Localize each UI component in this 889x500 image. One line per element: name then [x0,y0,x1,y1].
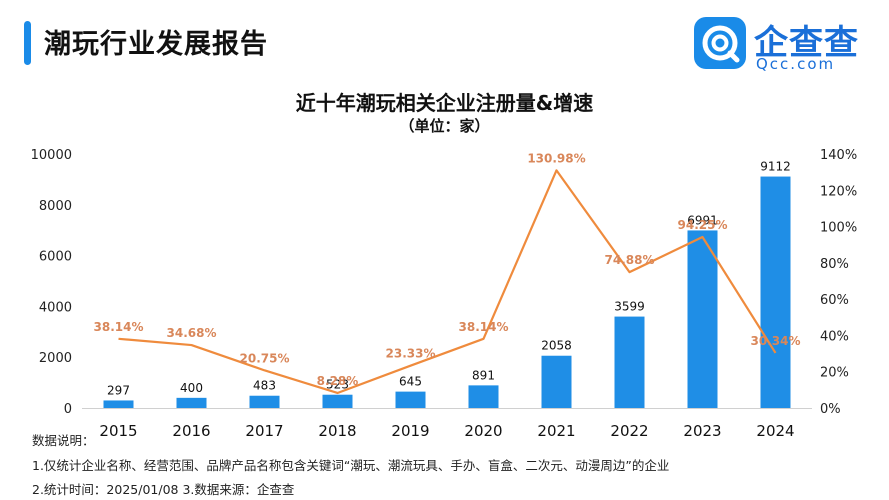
bar-2017 [249,395,280,408]
left-axis-tick-label: 8000 [39,199,72,214]
right-axis-tick-label: 40% [820,329,849,344]
growth-rate-label: 20.75% [240,351,290,365]
left-axis-tick-label: 4000 [39,300,72,315]
bar-value-label: 2058 [541,339,572,353]
x-tick-label: 2021 [537,422,575,440]
bar-2022 [614,316,645,408]
growth-rate-label: 30.34% [751,334,801,348]
bar-2020 [468,385,499,408]
qcc-logo-icon [694,17,746,69]
right-axis-tick-label: 20% [820,366,849,381]
qcc-logo: 企查查 Qcc.com [694,17,864,73]
bar-value-label: 297 [107,383,130,397]
chart-subtitle: （单位：家） [399,117,490,135]
bar-2021 [541,355,572,408]
report-title: 潮玩行业发展报告 [44,29,268,60]
notes-line-2: 2.统计时间：2025/01/08 3.数据来源：企查查 [32,482,295,497]
growth-rate-label: 74.88% [605,253,655,267]
bar-2016 [176,397,207,408]
bar-value-label: 6991 [687,213,718,227]
right-axis-tick-label: 120% [820,184,857,199]
bar-2019 [395,391,426,408]
growth-rate-label: 38.14% [459,320,509,334]
right-axis-tick-label: 140% [820,148,857,163]
right-axis-tick-label: 60% [820,293,849,308]
right-axis-tick-label: 80% [820,257,849,272]
growth-rate-line [118,169,777,395]
left-axis-tick-label: 0 [64,402,72,417]
logo-brand: 企查查 [754,23,859,63]
x-tick-label: 2022 [610,422,648,440]
logo-domain: Qcc.com [756,55,836,73]
x-tick-label: 2019 [391,422,429,440]
bar-value-label: 3599 [614,300,645,314]
x-tick-label: 2016 [172,422,210,440]
growth-rate-label: 34.68% [167,326,217,340]
bar-value-label: 483 [253,379,276,393]
left-axis-tick-label: 6000 [39,250,72,265]
bar-2015 [103,400,134,408]
chart-title: 近十年潮玩相关企业注册量&增速 [295,91,594,115]
right-axis-tick-label: 100% [820,221,857,236]
bar-2023 [687,230,718,408]
x-tick-label: 2018 [318,422,356,440]
x-tick-label: 2017 [245,422,283,440]
bar-value-label: 400 [180,381,203,395]
bar-2018 [322,394,353,408]
notes-heading: 数据说明： [32,433,95,448]
bar-2024 [760,176,791,408]
growth-rate-label: 94.25% [678,218,728,232]
x-tick-label: 2023 [683,422,721,440]
growth-rate-label: 38.14% [94,320,144,334]
notes-line-1: 1.仅统计企业名称、经营范围、品牌产品名称包含关键词“潮玩、潮流玩具、手办、盲盒… [32,458,670,473]
bar-value-label: 523 [326,378,349,392]
right-axis-tick-label: 0% [820,402,841,417]
left-axis-tick-label: 10000 [31,148,72,163]
x-tick-label: 2024 [756,422,794,440]
bar-value-label: 645 [399,375,422,389]
x-tick-label: 2020 [464,422,502,440]
bar-value-label: 9112 [760,160,791,174]
title-accent-bar [24,21,31,65]
growth-rate-label: 23.33% [386,347,436,361]
growth-rate-label: 130.98% [527,151,585,165]
x-tick-label: 2015 [99,422,137,440]
left-axis-tick-label: 2000 [39,351,72,366]
bar-value-label: 891 [472,368,495,382]
growth-rate-label: 8.28% [317,374,359,388]
